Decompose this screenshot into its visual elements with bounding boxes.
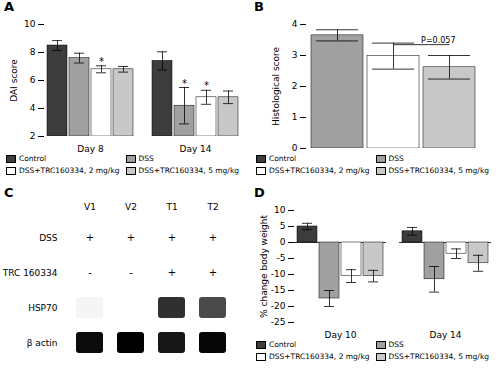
svg-text:3: 3: [292, 50, 298, 60]
svg-text:-20: -20: [271, 301, 286, 311]
svg-text:T2: T2: [206, 202, 218, 212]
html-text:B: B: [254, 0, 264, 14]
html-text:Control: Control: [19, 154, 47, 163]
html-text:DSS+TRC160334, 5 mg/kg: DSS+TRC160334, 5 mg/kg: [138, 166, 239, 175]
svg-text:2: 2: [30, 131, 36, 141]
svg-text:+: +: [168, 232, 176, 243]
svg-text:10: 10: [274, 205, 286, 215]
html-text:DSS+TRC160334, 2 mg/kg: DSS+TRC160334, 2 mg/kg: [19, 166, 120, 175]
svg-text:DAI score: DAI score: [9, 59, 19, 102]
html-text:Control: Control: [269, 340, 297, 349]
svg-text:Day 10: Day 10: [324, 330, 356, 340]
svg-text:-10: -10: [271, 269, 286, 279]
svg-text:6: 6: [30, 75, 36, 85]
svg-text:+: +: [168, 267, 176, 278]
svg-text:1: 1: [292, 112, 298, 122]
svg-text:HSP70: HSP70: [28, 303, 58, 313]
svg-text:DSS: DSS: [39, 233, 58, 243]
svg-text:TRC 160334: TRC 160334: [2, 268, 58, 278]
html-text:Control: Control: [269, 154, 297, 163]
svg-text:4: 4: [30, 103, 36, 113]
html-text:DSS: DSS: [388, 154, 404, 163]
html-text:DSS+TRC160334, 5 mg/kg: DSS+TRC160334, 5 mg/kg: [388, 166, 489, 175]
html-text:DSS: DSS: [138, 154, 154, 163]
html-text:DSS+TRC160334, 2 mg/kg: DSS+TRC160334, 2 mg/kg: [269, 352, 370, 361]
svg-text:T1: T1: [165, 202, 177, 212]
html-text:DSS+TRC160334, 5 mg/kg: DSS+TRC160334, 5 mg/kg: [388, 352, 489, 361]
svg-text:8: 8: [30, 47, 36, 57]
svg-text:*: *: [204, 80, 209, 91]
svg-text:P=0.057: P=0.057: [421, 36, 455, 45]
html-text:DSS+TRC160334, 2 mg/kg: DSS+TRC160334, 2 mg/kg: [269, 166, 370, 175]
svg-text:5: 5: [280, 221, 286, 231]
svg-text:β actin: β actin: [27, 338, 58, 348]
svg-text:-: -: [129, 267, 133, 278]
svg-text:+: +: [209, 267, 217, 278]
svg-text:% change body weight: % change body weight: [259, 215, 269, 318]
svg-text:+: +: [127, 232, 135, 243]
svg-text:Day 14: Day 14: [179, 144, 211, 154]
svg-text:-5: -5: [277, 253, 286, 263]
svg-text:Day 14: Day 14: [429, 330, 461, 340]
svg-text:Histological score: Histological score: [271, 46, 281, 126]
svg-text:*: *: [182, 78, 187, 89]
html-text:DSS: DSS: [388, 340, 404, 349]
svg-text:4: 4: [292, 19, 298, 29]
svg-text:-: -: [88, 267, 92, 278]
svg-text:+: +: [209, 232, 217, 243]
svg-text:-15: -15: [271, 285, 286, 295]
svg-text:10: 10: [24, 19, 36, 29]
svg-text:V1: V1: [84, 202, 96, 212]
svg-text:+: +: [86, 232, 94, 243]
svg-text:0: 0: [292, 143, 298, 153]
svg-text:V2: V2: [125, 202, 137, 212]
svg-text:0: 0: [280, 237, 286, 247]
svg-text:Day 8: Day 8: [77, 144, 104, 154]
html-text:C: C: [4, 185, 14, 200]
html-text:D: D: [254, 185, 265, 200]
html-text:A: A: [4, 0, 15, 14]
svg-text:*: *: [99, 56, 104, 67]
svg-text:2: 2: [292, 81, 298, 91]
svg-text:-25: -25: [271, 317, 286, 327]
